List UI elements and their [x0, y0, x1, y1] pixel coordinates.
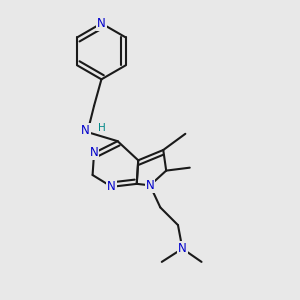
Text: N: N	[90, 146, 98, 159]
Text: N: N	[146, 179, 154, 192]
Text: H: H	[98, 123, 105, 133]
Text: N: N	[178, 242, 187, 255]
Text: N: N	[81, 124, 90, 137]
Text: N: N	[97, 17, 106, 30]
Text: N: N	[107, 180, 116, 193]
